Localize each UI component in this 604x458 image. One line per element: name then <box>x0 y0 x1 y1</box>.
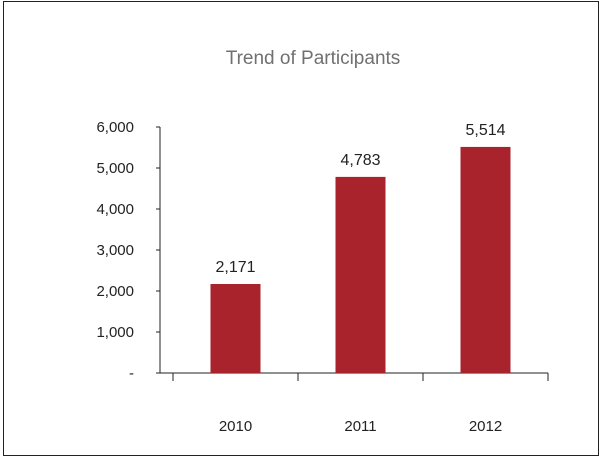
y-tick-label: 4,000 <box>96 201 134 218</box>
y-tick-label: 3,000 <box>96 242 134 259</box>
y-axis: - 1,000 2,000 3,000 4,000 5,000 6,000 <box>96 119 161 382</box>
y-tick-label: - <box>129 365 134 382</box>
y-tick-label: 5,000 <box>96 160 134 177</box>
data-label-2010: 2,171 <box>215 259 255 276</box>
bars <box>210 146 511 373</box>
x-tick-label-2011: 2011 <box>344 418 376 435</box>
data-labels: 2,171 4,783 5,514 <box>215 122 505 276</box>
data-label-2012: 5,514 <box>465 122 505 139</box>
y-tick-label: 6,000 <box>96 119 134 136</box>
data-label-2011: 4,783 <box>340 152 380 169</box>
x-tick-label-2010: 2010 <box>219 418 252 435</box>
bar-2011 <box>335 176 386 373</box>
bar-2012 <box>460 146 511 373</box>
y-tick-label: 2,000 <box>96 283 134 300</box>
y-tick-label: 1,000 <box>96 324 134 341</box>
chart-title: Trend of Participants <box>226 48 401 69</box>
bar-2010 <box>210 283 261 373</box>
x-axis: 2010 2011 2012 <box>160 372 549 435</box>
x-tick-label-2012: 2012 <box>469 418 502 435</box>
